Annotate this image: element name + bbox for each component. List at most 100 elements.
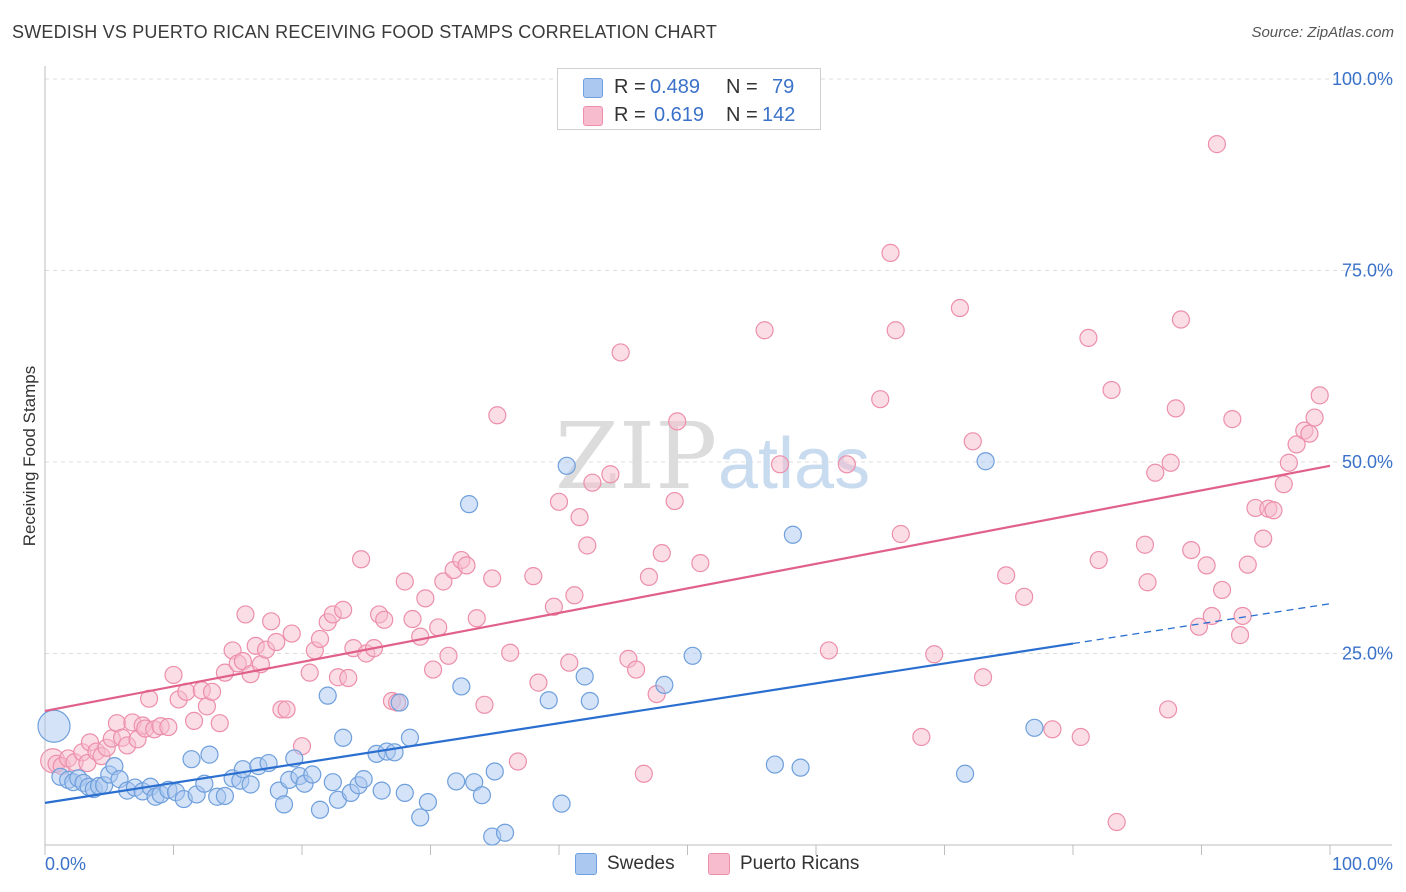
swede-point [575, 667, 594, 686]
swede-point [683, 646, 702, 665]
swede-point [472, 786, 491, 805]
x-tick-label: 100.0% [1332, 854, 1393, 874]
puerto-rican-point [1197, 556, 1216, 575]
puerto-rican-point [891, 524, 910, 544]
n-value: 79 [772, 76, 795, 98]
puerto-rican-point [549, 492, 569, 511]
swedes-swatch [583, 78, 603, 98]
puerto-rican-point [578, 536, 597, 555]
source-credit: Source: ZipAtlas.com [1251, 24, 1394, 41]
swede-point [318, 686, 337, 705]
swede-point [395, 783, 414, 803]
puerto-rican-point [634, 764, 653, 783]
puerto-rican-point [1015, 587, 1034, 606]
puerto-rican-point [691, 554, 710, 573]
puerto-rican-point [1233, 606, 1252, 626]
puerto-rican-point [1166, 399, 1185, 418]
puerto-ricans-points [40, 135, 1329, 832]
y-tick-label: 50.0% [1342, 452, 1393, 472]
tick-labels: 25.0% 50.0% 75.0% 100.0% 0.0% 100.0% [45, 69, 1393, 874]
swede-point [418, 793, 438, 812]
puerto-rican-point [267, 632, 286, 652]
puerto-rican-point [457, 556, 476, 575]
puerto-rican-point [639, 567, 659, 587]
puerto-rican-point [508, 752, 527, 771]
puerto-rican-point [925, 645, 944, 664]
swede-point [557, 456, 576, 475]
puerto-rican-point [352, 550, 371, 569]
swede-point [976, 452, 995, 471]
puerto-rican-point [159, 717, 178, 737]
puerto-rican-point [488, 406, 507, 425]
swedes-swatch [575, 853, 597, 875]
swede-point [539, 691, 558, 710]
puerto-rican-point [395, 572, 414, 591]
puerto-rican-point [164, 665, 183, 685]
puerto-rican-point [1223, 410, 1242, 429]
puerto-rican-point [1189, 617, 1209, 636]
r-label: R = [614, 104, 646, 126]
y-tick-label: 100.0% [1332, 69, 1393, 89]
y-tick-label: 75.0% [1342, 261, 1393, 281]
puerto-rican-point [560, 653, 579, 672]
puerto-rican-point [871, 390, 890, 409]
puerto-rican-point [912, 727, 931, 747]
y-tick-label: 25.0% [1342, 644, 1393, 664]
puerto-rican-point [881, 243, 900, 262]
swede-point [1025, 718, 1044, 737]
puerto-rican-point [1310, 386, 1329, 405]
puerto-rican-point [1254, 529, 1273, 548]
swedes-trend-extrapolation [1072, 603, 1331, 645]
puerto-rican-point [950, 298, 970, 318]
series-legend: Swedes Puerto Ricans [0, 852, 1406, 878]
swede-point [411, 808, 430, 827]
swede-point [37, 709, 71, 743]
puerto-rican-point [611, 343, 630, 362]
puerto-rican-point [1146, 463, 1165, 482]
puerto-rican-point [601, 465, 620, 484]
swede-point [215, 786, 234, 806]
puerto-rican-point [429, 618, 448, 637]
puerto-rican-point [184, 711, 204, 731]
puerto-rican-point [262, 612, 281, 631]
puerto-rican-point [439, 646, 458, 665]
legend-row-puerto-ricans: R = 0.619 N = 142 [558, 100, 820, 130]
r-value: 0.489 [650, 76, 701, 98]
legend-row-swedes: R = 0.489 N = 79 [558, 72, 820, 102]
puerto-ricans-trend-line [44, 464, 1331, 713]
puerto-rican-point [570, 508, 589, 527]
puerto-rican-point [210, 714, 229, 733]
r-value: 0.619 [654, 104, 705, 126]
puerto-rican-point [375, 610, 394, 629]
puerto-rican-point [668, 412, 687, 431]
swede-point [485, 762, 504, 781]
puerto-rican-point [501, 643, 520, 662]
puerto-rican-point [1287, 435, 1306, 454]
puerto-rican-point [997, 566, 1016, 585]
swede-point [303, 765, 322, 784]
puerto-rican-point [886, 321, 905, 340]
puerto-rican-point [665, 491, 684, 511]
puerto-rican-point [300, 663, 319, 682]
puerto-rican-point [583, 473, 602, 492]
puerto-rican-point [434, 572, 453, 591]
watermark: ZIP atlas [555, 403, 870, 510]
swede-point [241, 775, 260, 794]
puerto-rican-point [1158, 700, 1178, 719]
puerto-rican-point [1230, 626, 1250, 645]
puerto-rican-point [565, 586, 584, 605]
swede-point [783, 525, 802, 544]
puerto-rican-point [236, 605, 255, 624]
n-value: 142 [762, 104, 796, 126]
puerto-rican-point [1161, 453, 1180, 472]
swede-point [323, 773, 342, 792]
swedes-trend-line [44, 642, 1074, 804]
puerto-rican-point [1043, 720, 1062, 739]
swede-point [334, 728, 353, 747]
puerto-rican-point [1279, 453, 1298, 472]
swede-point [233, 760, 252, 779]
puerto-rican-point [973, 668, 993, 687]
puerto-rican-point [339, 668, 358, 688]
puerto-rican-point [1089, 550, 1108, 570]
